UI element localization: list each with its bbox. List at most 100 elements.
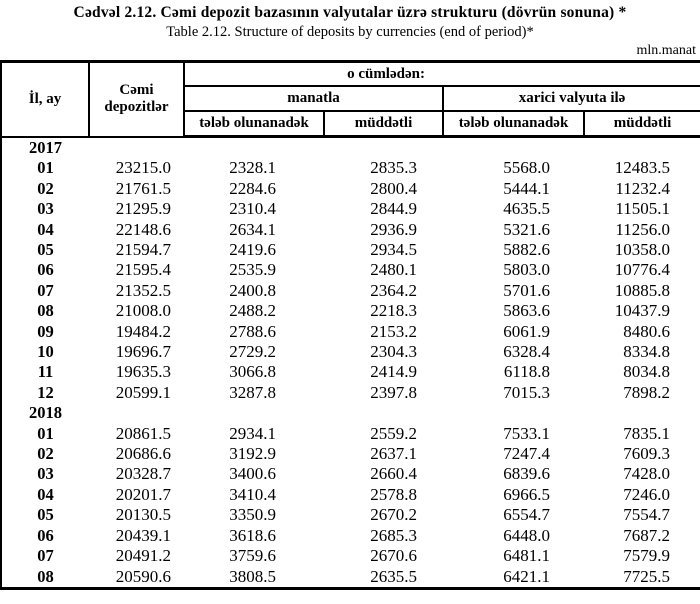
value-cell: 2414.9 (370, 362, 417, 382)
month-cell: 04 (37, 484, 54, 504)
month-cell: 08 (37, 301, 54, 321)
value-cell: 5444.1 (503, 178, 550, 198)
value-cell: 11256.0 (615, 219, 671, 239)
value-cell: 2304.3 (370, 342, 417, 362)
value-cell: 8034.8 (623, 362, 671, 382)
col-header-period: İl, ay (0, 60, 90, 138)
month-cell: 01 (37, 158, 54, 178)
month-cell: 11 (37, 362, 54, 382)
value-cell: 7015.3 (503, 382, 550, 402)
value-cell: 5863.6 (503, 301, 550, 321)
value-cell: 6328.4 (503, 342, 550, 362)
value-cell: 8334.8 (623, 342, 671, 362)
table-title-en: Table 2.12. Structure of deposits by cur… (166, 24, 534, 40)
value-cell: 5321.6 (503, 219, 550, 239)
empty-cell (584, 137, 700, 159)
value-cell: 2310.4 (229, 199, 276, 219)
value-cell: 20590.6 (115, 566, 171, 586)
month-cell: 04 (37, 219, 54, 239)
value-cell: 2637.1 (370, 444, 417, 464)
month-cell: 03 (37, 464, 54, 484)
col-header-total: Cəmi depozitlər (88, 60, 185, 138)
value-cell: 3400.6 (229, 464, 276, 484)
col-header-foreign-demand: tələb olunanadək (442, 110, 585, 138)
value-cell: 6966.5 (503, 484, 550, 504)
value-cell: 4635.5 (503, 199, 550, 219)
value-cell: 2936.9 (370, 219, 417, 239)
month-cell: 07 (37, 546, 54, 566)
value-cell: 6421.1 (503, 566, 550, 586)
data-row: 01 23215.0 2328.1 2835.3 5568.0 12483.5 (1, 158, 700, 178)
value-cell: 5882.6 (503, 240, 550, 260)
value-cell: 2934.1 (229, 423, 276, 443)
value-cell: 19635.3 (115, 362, 171, 382)
month-cell: 01 (37, 423, 54, 443)
value-cell: 7835.1 (623, 423, 671, 443)
value-cell: 2364.2 (370, 280, 417, 300)
value-cell: 5568.0 (503, 158, 550, 178)
value-cell: 2729.2 (229, 342, 276, 362)
data-row: 06 21595.4 2535.9 2480.1 5803.0 10776.4 (1, 260, 700, 280)
empty-cell (89, 137, 184, 159)
value-cell: 8480.6 (623, 321, 671, 341)
data-row: 10 19696.7 2729.2 2304.3 6328.4 8334.8 (1, 342, 700, 362)
value-cell: 2788.6 (229, 321, 276, 341)
data-row: 07 20491.2 3759.6 2670.6 6481.1 7579.9 (1, 546, 700, 566)
value-cell: 7579.9 (623, 546, 671, 566)
data-row: 02 20686.6 3192.9 2637.1 7247.4 7609.3 (1, 444, 700, 464)
month-cell: 06 (37, 525, 54, 545)
value-cell: 2397.8 (370, 382, 417, 402)
value-cell: 21352.5 (115, 280, 171, 300)
value-cell: 10885.8 (614, 280, 671, 300)
value-cell: 20201.7 (115, 484, 171, 504)
value-cell: 19696.7 (115, 342, 171, 362)
value-cell: 7428.0 (623, 464, 671, 484)
value-cell: 20686.6 (115, 444, 171, 464)
value-cell: 20599.1 (115, 382, 171, 402)
value-cell: 6481.1 (503, 546, 550, 566)
value-cell: 23215.0 (115, 158, 171, 178)
data-row: 08 20590.6 3808.5 2635.5 6421.1 7725.5 (1, 567, 700, 589)
value-cell: 2218.3 (370, 301, 417, 321)
value-cell: 3618.6 (229, 525, 276, 545)
value-cell: 2670.6 (370, 546, 417, 566)
table-body: 2017 01 23215.0 2328.1 2835.3 5568.0 12483.5 02… (1, 137, 700, 589)
empty-cell (443, 137, 584, 159)
value-cell: 5701.6 (503, 280, 550, 300)
value-cell: 2835.3 (370, 158, 417, 178)
data-row: 04 20201.7 3410.4 2578.8 6966.5 7246.0 (1, 485, 700, 505)
value-cell: 6554.7 (503, 505, 550, 525)
value-cell: 2328.1 (229, 158, 276, 178)
col-header-manat-time: müddətli (323, 110, 444, 138)
data-row: 02 21761.5 2284.6 2800.4 5444.1 11232.4 (1, 179, 700, 199)
data-row: 09 19484.2 2788.6 2153.2 6061.9 8480.6 (1, 322, 700, 342)
value-cell: 3350.9 (229, 505, 276, 525)
value-cell: 6839.6 (503, 464, 550, 484)
data-row: 12 20599.1 3287.8 2397.8 7015.3 7898.2 (1, 383, 700, 403)
value-cell: 2670.2 (370, 505, 417, 525)
data-row: 08 21008.0 2488.2 2218.3 5863.6 10437.9 (1, 301, 700, 321)
col-header-manat: manatla (183, 85, 444, 112)
value-cell: 21595.4 (115, 260, 171, 280)
value-cell: 2800.4 (370, 178, 417, 198)
col-header-manat-demand: tələb olunanadək (183, 110, 325, 138)
table-header: İl, ay Cəmi depozitlər o cümlədən: manat… (0, 60, 700, 138)
value-cell: 3192.9 (229, 444, 276, 464)
value-cell: 21594.7 (115, 240, 171, 260)
value-cell: 2153.2 (370, 321, 417, 341)
empty-cell (184, 137, 324, 159)
month-cell: 05 (37, 505, 54, 525)
value-cell: 2934.5 (370, 240, 417, 260)
deposits-table: İl, ay Cəmi depozitlər o cümlədən: manat… (0, 60, 700, 590)
value-cell: 2419.6 (229, 240, 276, 260)
month-cell: 12 (37, 382, 54, 402)
month-cell: 07 (37, 280, 54, 300)
year-label: 2017 (29, 137, 62, 157)
value-cell: 6118.8 (503, 362, 550, 382)
empty-cell (89, 403, 184, 423)
value-cell: 3759.6 (229, 546, 276, 566)
value-cell: 3066.8 (229, 362, 276, 382)
year-label: 2018 (29, 403, 62, 423)
value-cell: 20328.7 (115, 464, 171, 484)
table-title-az: Cədvəl 2.12. Cəmi depozit bazasının valy… (73, 4, 627, 21)
